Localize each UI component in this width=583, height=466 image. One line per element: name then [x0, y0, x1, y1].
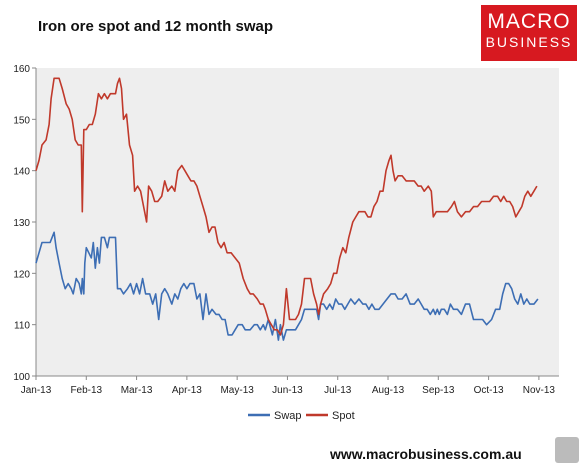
plot-area	[36, 68, 559, 376]
x-tick-label: Nov-13	[523, 385, 556, 396]
x-tick-label: Sep-13	[422, 385, 455, 396]
x-tick-label: May-13	[220, 385, 254, 396]
legend-label-spot: Spot	[332, 410, 355, 422]
x-tick-label: Jul-13	[324, 385, 352, 396]
y-tick-label: 110	[14, 321, 30, 332]
y-tick-label: 130	[13, 218, 30, 229]
y-axis: 100 110 120 130 140 150 160	[13, 64, 37, 383]
x-tick-label: Jun-13	[272, 385, 303, 396]
series-layer	[35, 77, 539, 341]
y-tick-label: 100	[13, 372, 30, 383]
logo-line-1: MACRO	[487, 10, 571, 33]
legend: Swap Spot	[248, 410, 355, 422]
wolf-logo-icon	[555, 437, 579, 463]
legend-label-swap: Swap	[274, 410, 302, 422]
y-tick-label: 120	[13, 269, 30, 280]
y-tick-label: 140	[13, 167, 30, 178]
x-tick-label: Apr-13	[172, 385, 202, 396]
macrobusiness-logo: MACRO BUSINESS	[481, 5, 577, 61]
series-line-spot	[35, 77, 538, 336]
x-tick-label: Feb-13	[70, 385, 102, 396]
x-tick-label: Jan-13	[21, 385, 52, 396]
y-tick-label: 160	[13, 64, 30, 75]
logo-line-2: BUSINESS	[485, 34, 573, 50]
x-axis: Jan-13 Feb-13 Mar-13 Apr-13 May-13 Jun-13 Jul-…	[21, 375, 559, 396]
x-tick-label: Mar-13	[121, 385, 153, 396]
chart-title: Iron ore spot and 12 month swap	[38, 18, 274, 35]
y-tick-label: 150	[13, 115, 30, 126]
footer-url: www.macrobusiness.com.au	[330, 446, 522, 462]
x-tick-label: Oct-13	[474, 385, 504, 396]
x-tick-label: Aug-13	[372, 385, 405, 396]
series-line-swap	[35, 231, 539, 341]
